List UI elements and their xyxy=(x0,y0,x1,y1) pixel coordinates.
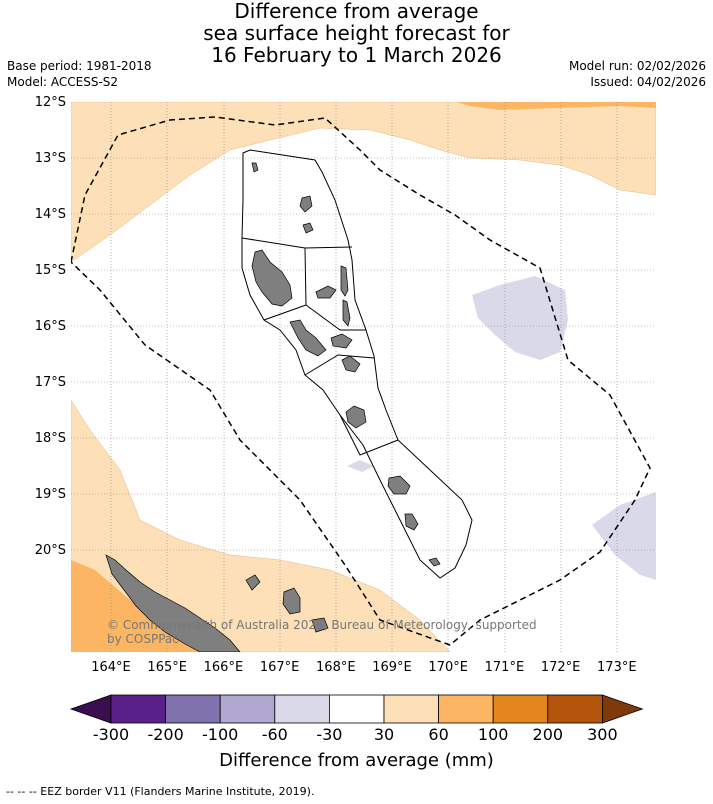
anomaly-area-north xyxy=(71,102,656,263)
model-name: Model: ACCESS-S2 xyxy=(7,75,119,89)
colorbar-tick-label: -200 xyxy=(147,725,184,744)
island-epi xyxy=(341,355,361,373)
colorbar-tick-label: 60 xyxy=(428,725,449,744)
title-line-1: Difference from average xyxy=(234,0,479,23)
copyright-line-1: © Commonwealth of Australia 2026, Bureau… xyxy=(107,618,537,632)
colorbar-segment xyxy=(110,694,166,724)
vanuatu-province-outline xyxy=(241,149,473,579)
colorbar-segment xyxy=(165,694,221,724)
colorbar xyxy=(69,694,644,724)
latitude-label: 12°S xyxy=(35,95,66,110)
eez-border xyxy=(71,116,651,646)
island-efate xyxy=(345,405,367,429)
latitude-labels: 12°S 13°S 14°S 15°S 16°S 17°S 18°S 19°S 20°S xyxy=(35,95,66,558)
colorbar-segment xyxy=(492,694,549,724)
longitude-label: 164°E xyxy=(91,660,131,675)
island-espiritu-santo xyxy=(251,249,293,307)
latitude-label: 15°S xyxy=(35,263,66,278)
latitude-label: 20°S xyxy=(35,543,66,558)
island-banks xyxy=(299,195,313,213)
copyright-notice: © Commonwealth of Australia 2026, Bureau… xyxy=(107,618,537,646)
latitude-label: 16°S xyxy=(35,319,66,334)
title-line-2: sea surface height forecast for xyxy=(203,21,510,45)
island-gaua xyxy=(302,222,314,234)
island-torres xyxy=(251,162,259,173)
eez-source-note: -- -- -- EEZ border V11 (Flanders Marine… xyxy=(6,785,315,798)
province-line-3 xyxy=(305,304,366,331)
colorbar-segment xyxy=(438,694,494,724)
province-line-5 xyxy=(339,414,399,456)
latitude-label: 19°S xyxy=(35,487,66,502)
latitude-label: 13°S xyxy=(35,151,66,166)
island-aneityum xyxy=(428,557,441,567)
longitude-label: 168°E xyxy=(316,660,356,675)
anomaly-negative-southeast xyxy=(592,492,656,580)
latitude-label: 17°S xyxy=(35,375,66,390)
island-loyalty-3 xyxy=(311,617,329,633)
island-malekula xyxy=(289,319,327,357)
island-loyalty-2 xyxy=(282,587,301,615)
colorbar-title: Difference from average (mm) xyxy=(219,750,494,771)
islands xyxy=(105,162,441,652)
island-ambrym xyxy=(330,333,353,349)
longitude-label: 165°E xyxy=(147,660,187,675)
island-erromango xyxy=(387,475,411,495)
colorbar-tick-label: -60 xyxy=(261,725,288,744)
province-line-4 xyxy=(304,354,375,376)
anomaly-area-north-strong xyxy=(456,102,656,110)
meta-left: Base period: 1981-2018 Model: ACCESS-S2 xyxy=(7,58,152,90)
colorbar-tick-label: -300 xyxy=(92,725,130,744)
anomaly-negative-small xyxy=(347,460,374,472)
anomaly-negative-east xyxy=(472,276,568,360)
colorbar-segment xyxy=(383,694,439,724)
meta-right: Model run: 02/02/2026 Issued: 04/02/2026 xyxy=(569,58,706,90)
colorbar-tick-label: 200 xyxy=(532,725,564,744)
longitude-label: 169°E xyxy=(372,660,412,675)
longitude-label: 172°E xyxy=(541,660,581,675)
title-line-3: 16 February to 1 March 2026 xyxy=(211,43,502,67)
colorbar-segment xyxy=(219,694,276,724)
island-pentecost xyxy=(342,299,351,327)
island-maewo xyxy=(340,265,349,297)
model-run: Model run: 02/02/2026 xyxy=(568,59,706,73)
longitude-label: 166°E xyxy=(204,660,244,675)
copyright-line-2: by COSPPac xyxy=(107,632,179,646)
colorbar-segment xyxy=(328,694,385,724)
island-new-caledonia xyxy=(105,554,241,652)
longitude-label: 167°E xyxy=(260,660,300,675)
colorbar-segment xyxy=(547,694,603,724)
colorbar-tick-label: -100 xyxy=(202,725,239,744)
latitude-label: 14°S xyxy=(35,207,66,222)
anomaly-area-southwest xyxy=(71,399,451,652)
colorbar-extend-high xyxy=(602,694,644,724)
longitude-label: 171°E xyxy=(485,660,525,675)
colorbar-tick-label: 300 xyxy=(587,725,618,744)
latitude-label: 18°S xyxy=(35,431,66,446)
longitude-label: 170°E xyxy=(428,660,468,675)
anomaly-area-southwest-strong xyxy=(71,560,210,652)
longitude-label: 173°E xyxy=(597,660,637,675)
colorbar-extend-low xyxy=(69,694,112,724)
colorbar-tick-label: -30 xyxy=(316,725,343,744)
map-title: Difference from average sea surface heig… xyxy=(0,0,713,66)
base-period: Base period: 1981-2018 xyxy=(7,59,152,73)
island-tanna xyxy=(404,513,419,531)
island-loyalty-1 xyxy=(245,574,261,591)
island-ambae xyxy=(315,285,337,299)
map-panel xyxy=(71,102,656,652)
colorbar-tick-label: 30 xyxy=(373,725,395,744)
issued-date: Issued: 04/02/2026 xyxy=(590,75,706,89)
colorbar-tick-label: 100 xyxy=(477,725,509,744)
longitude-labels: 164°E 165°E 166°E 167°E 168°E 169°E 170°E 171°E… xyxy=(91,660,636,675)
colorbar-segment xyxy=(274,694,330,724)
